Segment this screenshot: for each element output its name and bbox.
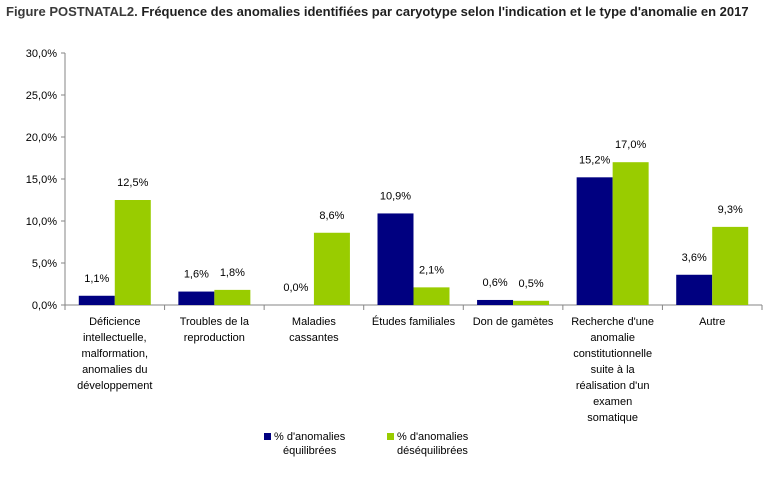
- legend-label-line: équilibrées: [283, 445, 337, 457]
- y-tick-label: 15,0%: [26, 174, 57, 186]
- x-tick-label: intellectuelle,: [83, 332, 147, 344]
- data-label: 12,5%: [117, 177, 148, 189]
- x-tick-label: Troubles de la: [180, 316, 250, 328]
- x-tick-label: malformation,: [81, 348, 148, 360]
- y-tick-label: 25,0%: [26, 90, 57, 102]
- x-tick-label: Don de gamètes: [473, 316, 554, 328]
- legend-label-equilibrees: % d'anomalies équilibrées: [274, 430, 345, 458]
- y-tick-label: 5,0%: [32, 258, 57, 270]
- data-label: 0,6%: [483, 277, 508, 289]
- y-tick-label: 30,0%: [26, 48, 57, 60]
- bar: [477, 299, 514, 305]
- data-label: 10,9%: [380, 190, 411, 202]
- bar: [214, 289, 251, 305]
- x-tick-label: somatique: [587, 412, 638, 424]
- data-label: 15,2%: [579, 154, 610, 166]
- x-tick-label: Études familiales: [372, 315, 456, 328]
- data-label: 1,6%: [184, 269, 209, 281]
- data-label: 0,5%: [519, 278, 544, 290]
- x-tick-label: cassantes: [289, 332, 339, 344]
- x-tick-label: réalisation d'un: [576, 380, 650, 392]
- bar: [712, 226, 749, 305]
- bar: [178, 291, 215, 305]
- bar: [114, 200, 151, 305]
- y-tick-label: 0,0%: [32, 300, 57, 312]
- bar: [576, 177, 613, 305]
- chart-title-text: Fréquence des anomalies identifiées par …: [137, 4, 749, 19]
- data-label: 1,8%: [220, 267, 245, 279]
- x-tick-label: suite à la: [591, 364, 636, 376]
- legend-label-line: % d'anomalies: [274, 431, 346, 443]
- bar: [377, 213, 414, 305]
- data-label: 1,1%: [84, 273, 109, 285]
- y-tick-label: 10,0%: [26, 216, 57, 228]
- bar: [612, 162, 649, 305]
- legend-swatch-equilibrees: [264, 433, 271, 440]
- data-label: 9,3%: [718, 204, 743, 216]
- data-label: 17,0%: [615, 139, 646, 151]
- x-tick-label: Déficience: [89, 316, 140, 328]
- bar: [78, 295, 115, 305]
- x-tick-label: Maladies: [292, 316, 337, 328]
- x-tick-label: examen: [593, 396, 632, 408]
- y-tick-label: 20,0%: [26, 132, 57, 144]
- data-label: 3,6%: [682, 252, 707, 264]
- x-tick-label: Recherche d'une: [571, 316, 654, 328]
- bar: [513, 300, 550, 305]
- x-tick-label: anomalies du: [82, 364, 147, 376]
- figure-number: Figure POSTNATAL2.: [6, 4, 138, 19]
- legend-item-1: % d'anomalies déséquilibrées: [387, 430, 468, 458]
- chart-title: Figure POSTNATAL2. Fréquence des anomali…: [6, 4, 770, 20]
- data-label: 8,6%: [319, 210, 344, 222]
- data-label: 2,1%: [419, 264, 444, 276]
- legend-label-desequilibrees: % d'anomalies déséquilibrées: [397, 430, 468, 458]
- x-tick-label: développement: [77, 380, 152, 392]
- legend-swatch-desequilibrees: [387, 433, 394, 440]
- legend-item-0: % d'anomalies équilibrées: [264, 430, 345, 458]
- x-tick-label: Autre: [699, 316, 725, 328]
- bar: [313, 232, 350, 305]
- legend-label-line: déséquilibrées: [397, 445, 468, 457]
- x-tick-label: reproduction: [184, 332, 245, 344]
- bar: [676, 274, 713, 305]
- x-tick-label: anomalie: [590, 332, 635, 344]
- data-label: 0,0%: [283, 282, 308, 294]
- x-tick-label: constitutionnelle: [573, 348, 652, 360]
- bar: [413, 287, 450, 305]
- legend-label-line: % d'anomalies: [397, 431, 469, 443]
